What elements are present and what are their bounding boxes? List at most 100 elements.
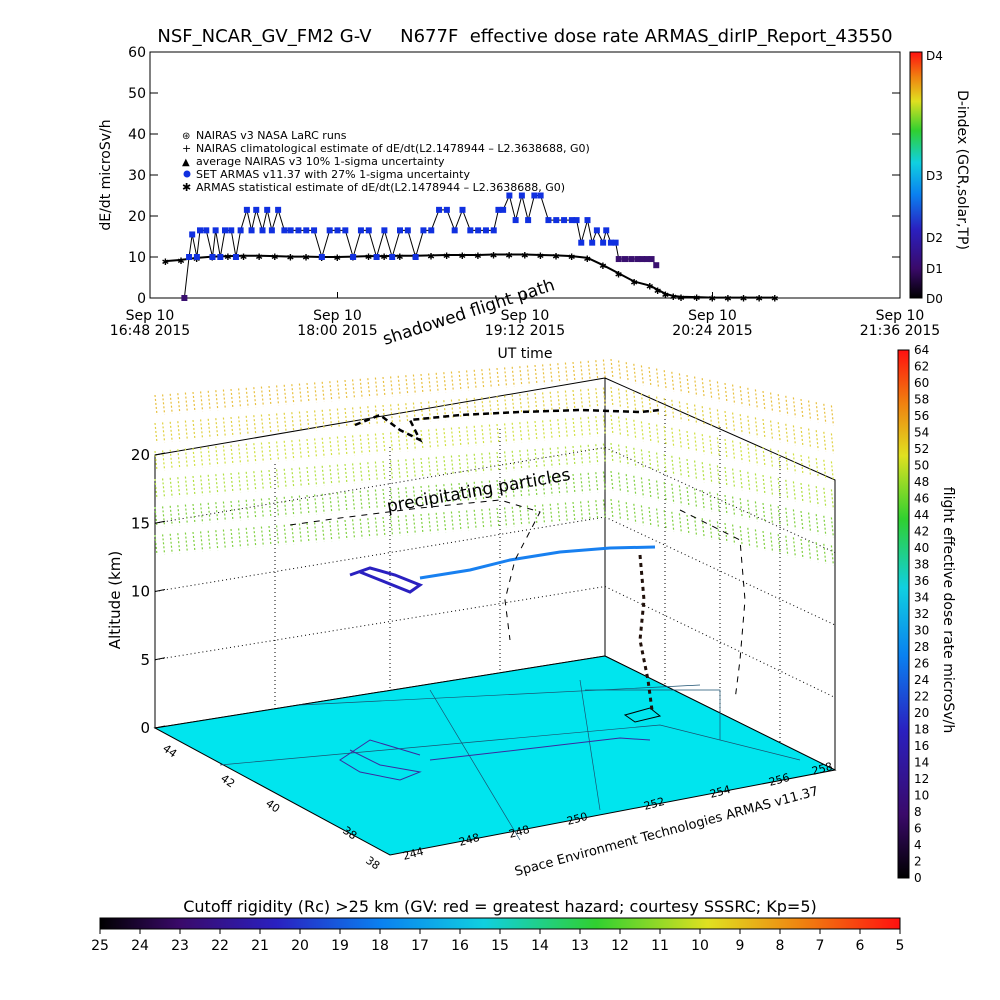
particle-mark — [739, 442, 743, 463]
data-point-armas — [525, 217, 532, 224]
particle-mark — [443, 372, 447, 393]
particle-mark — [435, 372, 439, 393]
particle-mark — [336, 520, 340, 541]
particle-mark — [625, 502, 629, 523]
data-point-statistical: ✱ — [724, 295, 732, 305]
particle-mark — [686, 458, 690, 480]
particle-mark — [542, 420, 546, 441]
particle-mark — [336, 408, 340, 429]
particle-mark — [321, 465, 325, 486]
particle-mark — [511, 478, 515, 499]
d-index-tick-label: D3 — [926, 169, 943, 183]
particle-mark — [260, 386, 264, 407]
particle-mark — [443, 456, 447, 477]
particle-mark — [405, 403, 409, 424]
cutoff-tick-label: 13 — [571, 938, 589, 954]
particle-mark — [473, 509, 477, 530]
dose-rate-tick-label: 14 — [914, 756, 929, 770]
particle-mark — [162, 506, 166, 527]
particle-mark — [268, 385, 272, 407]
particle-mark — [222, 473, 226, 494]
data-point-armas — [593, 227, 600, 234]
particle-mark — [754, 529, 758, 550]
particle-mark — [298, 523, 302, 544]
particle-mark — [595, 444, 599, 465]
particle-mark — [602, 415, 606, 436]
particle-mark — [542, 364, 546, 385]
particle-mark — [283, 440, 287, 461]
data-point-statistical: ✱ — [537, 252, 545, 262]
particle-mark — [618, 360, 622, 381]
particle-mark — [207, 502, 211, 523]
particle-mark — [587, 472, 591, 493]
particle-mark — [397, 375, 401, 396]
data-point-armas — [512, 217, 519, 224]
particle-mark — [557, 419, 561, 440]
particle-mark — [656, 452, 660, 473]
particle-mark — [154, 422, 158, 444]
particle-mark — [154, 450, 158, 472]
altitude-tick-mark — [154, 452, 166, 456]
particle-mark — [526, 365, 530, 386]
altitude-tick-label: 10 — [131, 583, 150, 601]
particle-mark — [321, 381, 325, 402]
x-tick-label: 21:36 2015 — [860, 323, 940, 339]
particle-mark — [633, 447, 637, 468]
particle-mark — [701, 406, 705, 427]
cutoff-tick-label: 9 — [736, 938, 745, 954]
particle-mark — [298, 439, 302, 460]
latitude-tick-label: 42 — [218, 772, 237, 791]
particle-mark — [268, 441, 272, 463]
particle-mark — [519, 478, 523, 499]
legend-marker-climatological: + — [182, 142, 191, 155]
particle-mark — [648, 422, 652, 444]
particle-mark — [245, 499, 249, 520]
latitude-tick-label: 44 — [160, 742, 179, 761]
particle-mark — [656, 396, 660, 417]
particle-mark — [663, 482, 667, 503]
data-point-statistical: ✱ — [162, 258, 170, 268]
particle-mark — [625, 362, 629, 383]
particle-mark — [671, 455, 675, 476]
particle-mark — [412, 430, 416, 451]
particle-mark — [633, 503, 637, 524]
particle-mark — [321, 409, 325, 430]
particle-mark — [397, 403, 401, 424]
particle-mark — [602, 443, 606, 464]
dose-rate-tick-label: 30 — [914, 624, 929, 638]
particle-mark — [367, 490, 371, 511]
particle-mark — [732, 468, 736, 489]
grid-line — [154, 447, 606, 524]
d-index-label: D-index (GCR,solar,TP) — [954, 90, 970, 250]
cutoff-rigidity-title: Cutoff rigidity (Rc) >25 km (GV: red = g… — [183, 897, 817, 916]
dose-rate-tick-label: 46 — [914, 492, 929, 506]
data-point-statistical: ✱ — [568, 253, 576, 263]
data-point-statistical: ✱ — [177, 257, 185, 267]
data-point-armas — [404, 227, 411, 234]
data-point-statistical: ✱ — [615, 270, 623, 280]
particle-mark — [564, 390, 568, 411]
particle-mark — [222, 417, 226, 438]
data-point-statistical: ✱ — [505, 252, 513, 262]
particle-mark — [177, 477, 181, 498]
particle-mark — [663, 454, 667, 475]
particle-mark — [329, 381, 333, 402]
cutoff-tick-label: 17 — [411, 938, 429, 954]
particle-mark — [154, 534, 158, 556]
data-point-armas — [482, 227, 489, 234]
data-point-armas — [212, 227, 219, 234]
particle-mark — [709, 379, 713, 400]
particle-mark — [716, 493, 720, 514]
particle-mark — [694, 516, 698, 537]
dose-rate-tick-label: 12 — [914, 772, 929, 786]
particle-mark — [443, 512, 447, 533]
particle-mark — [260, 470, 264, 491]
legend-label: NAIRAS v3 NASA LaRC runs — [196, 129, 347, 142]
particle-mark — [253, 499, 257, 520]
particle-mark — [595, 472, 599, 493]
particle-mark — [374, 377, 378, 398]
particle-mark — [177, 533, 181, 554]
data-point-statistical: ✱ — [396, 253, 404, 263]
particle-mark — [754, 501, 758, 522]
particle-mark — [800, 538, 804, 560]
